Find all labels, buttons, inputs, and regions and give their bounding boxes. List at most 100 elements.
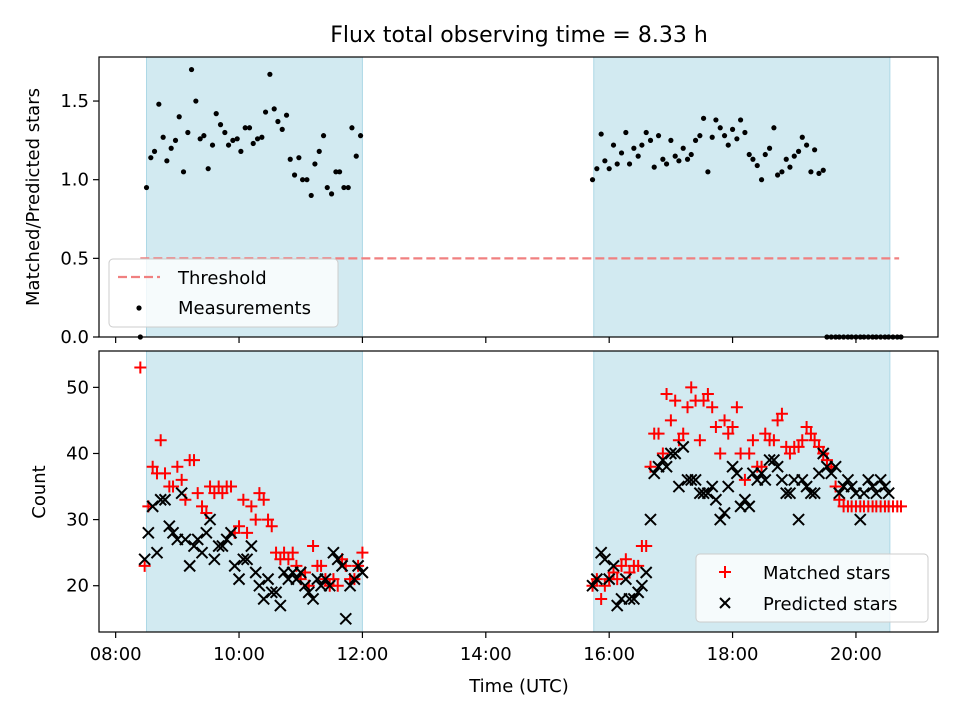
predicted-stars-point (829, 460, 842, 473)
measurements-point (230, 137, 236, 143)
measurements-point (705, 169, 711, 175)
matched-stars-point (331, 579, 344, 592)
matched-stars-point (767, 434, 780, 447)
predicted-stars-point (635, 579, 649, 592)
predicted-stars-point (639, 566, 653, 579)
measurements-point (254, 136, 261, 142)
measurements-point (631, 145, 637, 151)
predicted-stars-point (269, 586, 283, 599)
measurements-point (610, 142, 617, 148)
predicted-stars-point (306, 592, 320, 606)
measurements-point (655, 133, 662, 139)
measurements-point (299, 177, 306, 183)
measurements-point (176, 114, 182, 120)
predicted-stars-point (253, 579, 266, 592)
predicted-stars-point (870, 486, 883, 500)
predicted-stars-point (854, 513, 867, 526)
top-panel-measurements (137, 66, 904, 340)
measurements-point (341, 184, 347, 191)
x-tick-label: 16:00 (583, 644, 635, 665)
predicted-stars-point (298, 579, 312, 592)
predicted-stars-point (677, 440, 690, 454)
measurements-point (234, 136, 240, 142)
matched-stars-point (759, 427, 772, 440)
matched-stars-point (738, 473, 751, 486)
matched-stars-point (730, 401, 743, 414)
predicted-stars-point (216, 539, 229, 553)
predicted-stars-point (874, 473, 887, 487)
measurements-point (639, 142, 645, 148)
predicted-stars-point (833, 486, 846, 500)
measurements-point (217, 122, 224, 128)
predicted-stars-point (808, 486, 821, 500)
measurements-point (713, 117, 719, 123)
measurements-point (787, 164, 793, 170)
matched-stars-point (175, 473, 188, 486)
matched-stars-point (685, 381, 698, 394)
measurements-point (324, 184, 330, 191)
measurements-point (709, 134, 715, 140)
matched-stars-point (669, 394, 682, 407)
predicted-stars-point (726, 460, 739, 473)
measurements-point (222, 129, 228, 136)
predicted-stars-point (857, 486, 871, 500)
predicted-legend-label: Predicted stars (763, 594, 897, 615)
predicted-stars-point (743, 500, 756, 513)
measurements-point (623, 129, 629, 136)
matched-legend-handle (719, 566, 731, 578)
matched-stars-point (800, 421, 813, 434)
measurements-point (684, 156, 691, 162)
predicted-stars-point (166, 526, 180, 540)
predicted-stars-point (158, 493, 172, 506)
measurements-point (771, 125, 777, 131)
measurements-point (775, 172, 781, 178)
measurements-point (328, 191, 335, 197)
measurements-point (291, 172, 298, 178)
predicted-stars-point (249, 566, 262, 579)
y-tick-label: 0.5 (60, 248, 89, 269)
measurements-point (164, 158, 170, 164)
measurements-point (143, 184, 150, 191)
matched-stars-point (894, 500, 907, 513)
measurements-point (700, 115, 707, 121)
measurements-point (246, 125, 253, 131)
measurements-point (148, 155, 154, 161)
measurements-point (262, 109, 269, 115)
measurements-point (201, 133, 207, 139)
measurements-point (353, 153, 359, 159)
measurements-point (160, 134, 166, 140)
predicted-stars-point (183, 559, 196, 573)
predicted-stars-point (759, 473, 772, 487)
predicted-stars-point (878, 480, 892, 493)
predicted-stars-point (709, 493, 723, 506)
predicted-stars-point (804, 486, 818, 500)
matched-stars-point (225, 480, 238, 493)
matched-stars-point (188, 454, 201, 467)
measurements-point (734, 136, 740, 142)
predicted-stars-point (648, 467, 661, 480)
matched-stars-point (808, 434, 821, 447)
measurements-point (737, 117, 744, 123)
measurements-point (271, 106, 277, 112)
measurements-point (672, 153, 678, 159)
predicted-stars-point (220, 533, 233, 546)
predicted-stars-point (245, 539, 258, 553)
matched-stars-point (656, 447, 669, 460)
matched-stars-point (249, 513, 262, 526)
predicted-stars-point (586, 579, 599, 592)
measurements-point (676, 158, 682, 164)
matched-stars-point (743, 447, 756, 460)
matched-stars-point (722, 427, 735, 440)
predicted-stars-point (302, 586, 315, 599)
predicted-stars-point (862, 473, 875, 487)
measurements-point (308, 192, 314, 199)
measurements-point (279, 126, 285, 132)
measurements-point (791, 153, 797, 159)
measurements-point (721, 133, 728, 139)
matched-stars-point (632, 559, 645, 572)
measurements-point (799, 134, 805, 140)
predicted-stars-point (150, 546, 164, 559)
y-tick-label: 40 (66, 443, 89, 464)
measurements-point (688, 151, 694, 158)
measurements-point (614, 161, 620, 167)
